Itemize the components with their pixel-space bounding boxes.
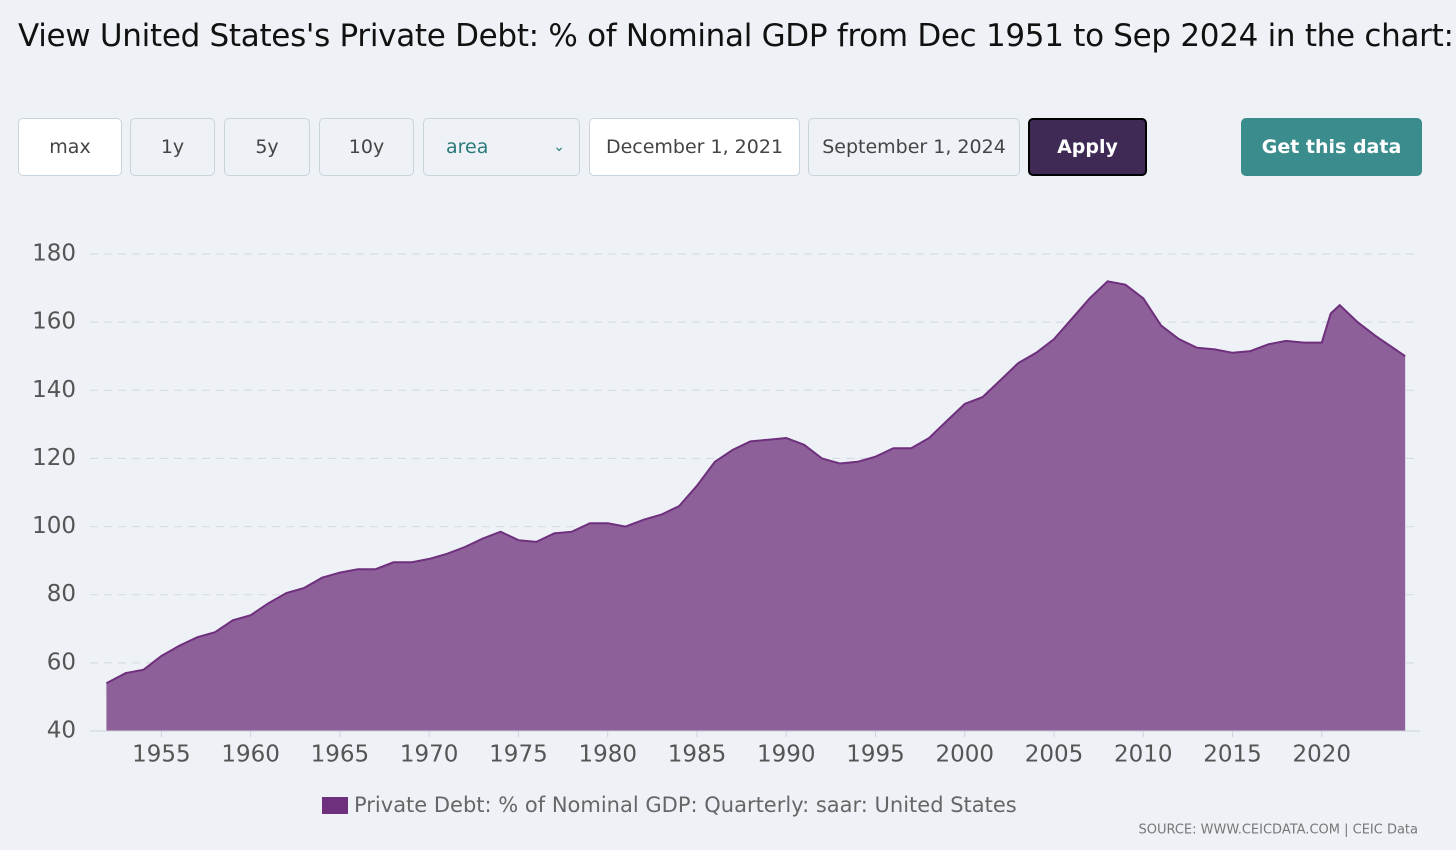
legend-swatch xyxy=(322,797,348,814)
y-tick-label: 120 xyxy=(32,445,76,471)
date-to[interactable]: September 1, 2024 xyxy=(808,118,1020,176)
range-button[interactable]: max xyxy=(18,118,122,176)
x-tick-label: 2000 xyxy=(935,742,994,768)
range-button[interactable]: 1y xyxy=(130,118,215,176)
y-tick-label: 60 xyxy=(47,649,76,675)
x-tick-label: 2005 xyxy=(1025,742,1084,768)
date-from[interactable]: December 1, 2021 xyxy=(589,118,800,176)
y-tick-label: 100 xyxy=(32,513,76,539)
x-tick-label: 1960 xyxy=(221,742,280,768)
area xyxy=(106,281,1406,731)
x-tick-label: 1990 xyxy=(757,742,816,768)
y-tick-label: 180 xyxy=(32,241,76,267)
x-tick-label: 2015 xyxy=(1203,742,1262,768)
select-arrow: ⌄ xyxy=(553,139,565,155)
y-tick-label: 140 xyxy=(32,377,76,403)
x-tick-label: 1980 xyxy=(578,742,637,768)
range-button[interactable]: 5y xyxy=(224,118,310,176)
x-tick-label: 1995 xyxy=(846,742,905,768)
source: SOURCE: WWW.CEICDATA.COM | CEIC Data xyxy=(1138,823,1418,838)
x-tick-label: 1965 xyxy=(311,742,370,768)
type-select[interactable]: area ⌄ xyxy=(423,118,580,176)
x-tick-label: 2010 xyxy=(1114,742,1173,768)
x-tick-label: 1970 xyxy=(400,742,459,768)
x-tick-label: 1955 xyxy=(132,742,191,768)
select-value: area xyxy=(446,136,489,158)
y-tick-label: 160 xyxy=(32,309,76,335)
range-button[interactable]: 10y xyxy=(319,118,414,176)
y-tick-label: 80 xyxy=(47,581,76,607)
x-tick-label: 2020 xyxy=(1293,742,1352,768)
get-data-button[interactable]: Get this data xyxy=(1241,118,1422,176)
page-title: View United States's Private Debt: % of … xyxy=(18,18,1454,54)
x-tick-label: 1975 xyxy=(489,742,548,768)
x-tick-label: 1985 xyxy=(668,742,727,768)
apply-button[interactable]: Apply xyxy=(1028,118,1147,176)
y-tick-label: 40 xyxy=(47,718,76,744)
area-line xyxy=(105,280,1406,685)
legend-label: Private Debt: % of Nominal GDP: Quarterl… xyxy=(354,793,1017,817)
